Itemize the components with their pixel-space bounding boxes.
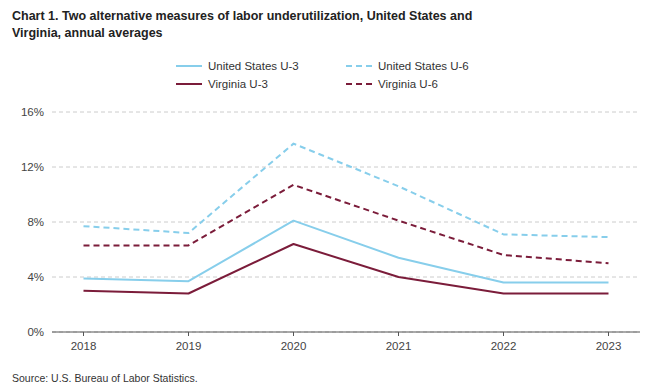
y-axis: 0% 4% 8% 12% 16% (21, 106, 640, 338)
legend-label: United States U-3 (208, 60, 299, 72)
y-tick-label: 16% (21, 106, 44, 118)
x-tick (398, 332, 399, 336)
series-line (84, 221, 609, 283)
legend-label: Virginia U-3 (208, 78, 268, 90)
x-tick (188, 332, 189, 336)
y-tick-label: 0% (27, 326, 44, 338)
grid-line (52, 167, 640, 168)
x-tick-label: 2022 (491, 340, 517, 352)
legend-label: Virginia U-6 (378, 78, 438, 90)
x-tick-label: 2021 (386, 340, 412, 352)
x-tick (608, 332, 609, 336)
y-tick-label: 12% (21, 161, 44, 173)
chart: Chart 1. Two alternative measures of lab… (0, 0, 660, 390)
x-tick (503, 332, 504, 336)
title: Chart 1. Two alternative measures of lab… (12, 9, 472, 23)
title: Virginia, annual averages (12, 26, 163, 40)
source-note: Source: U.S. Bureau of Labor Statistics. (12, 372, 198, 384)
legend-swatch (176, 65, 202, 67)
legend-swatch (346, 83, 372, 85)
series-line (84, 185, 609, 263)
series-line (84, 144, 609, 238)
x-tick (83, 332, 84, 336)
x-tick-label: 2023 (596, 340, 622, 352)
x-axis: 2018 2019 2020 2021 2022 2023 (52, 332, 640, 352)
legend-swatch (346, 65, 372, 67)
grid-line (52, 277, 640, 278)
grid-line (52, 112, 640, 113)
plot-area (84, 144, 609, 294)
x-tick (293, 332, 294, 336)
grid-line (52, 332, 640, 333)
legend-label: United States U-6 (378, 60, 469, 72)
legend: United States U-3 United States U-6 Virgin… (176, 60, 469, 90)
y-tick-label: 4% (27, 271, 44, 283)
series-line (84, 244, 609, 294)
x-tick-label: 2019 (176, 340, 202, 352)
y-tick-label: 8% (27, 216, 44, 228)
grid-line (52, 222, 640, 223)
x-axis-line (52, 332, 640, 333)
x-tick-label: 2018 (71, 340, 97, 352)
x-tick-label: 2020 (281, 340, 307, 352)
legend-swatch (176, 83, 202, 85)
